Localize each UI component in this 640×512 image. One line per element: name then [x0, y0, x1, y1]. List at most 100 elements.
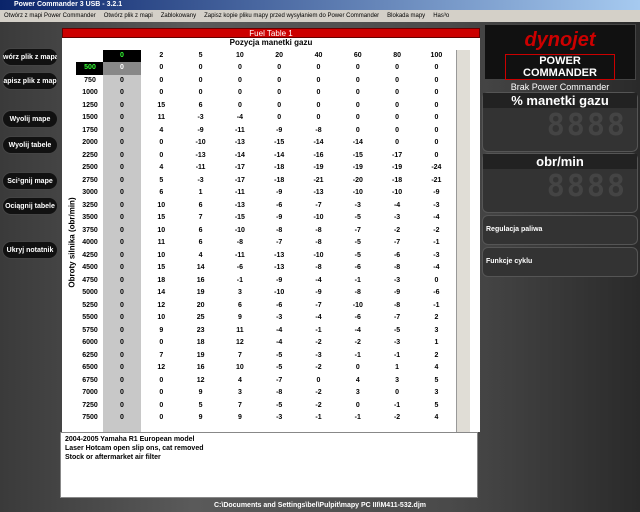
- table-cell[interactable]: 0: [434, 139, 439, 146]
- table-cell[interactable]: 0: [355, 401, 360, 409]
- table-cell[interactable]: -10: [352, 189, 363, 196]
- table-cell[interactable]: 0: [120, 364, 124, 371]
- table-cell[interactable]: -2: [393, 414, 401, 421]
- table-cell[interactable]: 0: [120, 401, 124, 409]
- table-cell[interactable]: -1: [354, 276, 361, 284]
- table-cell[interactable]: -14: [274, 151, 285, 159]
- table-cell[interactable]: 6: [198, 239, 203, 246]
- table-cell[interactable]: -11: [235, 251, 245, 259]
- table-cell[interactable]: -15: [352, 151, 363, 159]
- table-cell[interactable]: -4: [276, 326, 283, 334]
- table-cell[interactable]: 0: [120, 351, 124, 359]
- table-cell[interactable]: -6: [276, 301, 283, 309]
- table-cell[interactable]: -5: [354, 214, 361, 221]
- table-cell[interactable]: -7: [315, 201, 322, 209]
- table-cell[interactable]: -1: [315, 414, 322, 421]
- table-cell[interactable]: 0: [159, 414, 164, 421]
- table-cell[interactable]: -7: [276, 376, 283, 384]
- table-cell[interactable]: -7: [393, 239, 401, 246]
- table-cell[interactable]: -19: [352, 164, 363, 171]
- table-cell[interactable]: -5: [276, 364, 283, 371]
- table-cell[interactable]: 0: [103, 62, 141, 75]
- table-cell[interactable]: 4: [159, 126, 164, 134]
- table-cell[interactable]: 4: [355, 376, 360, 384]
- table-cell[interactable]: 0: [159, 376, 164, 384]
- table-cell[interactable]: 10: [157, 314, 166, 321]
- table-cell[interactable]: -5: [276, 351, 283, 359]
- table-cell[interactable]: -15: [274, 139, 285, 146]
- table-cell[interactable]: 0: [159, 151, 164, 159]
- table-cell[interactable]: -11: [235, 189, 245, 196]
- button[interactable]: apisz plik z map: [2, 72, 58, 90]
- button[interactable]: Wyolij mape: [2, 110, 58, 128]
- table-cell[interactable]: -5: [393, 326, 401, 334]
- table-cell[interactable]: 0: [120, 264, 124, 271]
- table-cell[interactable]: -1: [433, 301, 440, 309]
- table-cell[interactable]: -21: [431, 176, 442, 184]
- table-cell[interactable]: -14: [313, 139, 324, 146]
- table-cell[interactable]: 3: [237, 289, 242, 296]
- table-cell[interactable]: -9: [276, 214, 283, 221]
- table-cell[interactable]: 1: [395, 364, 400, 371]
- table-cell[interactable]: -2: [315, 401, 322, 409]
- table-cell[interactable]: 10: [157, 226, 166, 234]
- table-cell[interactable]: 10: [157, 251, 166, 259]
- table-cell[interactable]: 6: [198, 226, 203, 234]
- menu-item[interactable]: Has³o: [433, 13, 450, 19]
- table-cell[interactable]: -5: [354, 239, 361, 246]
- table-cell[interactable]: -9: [393, 289, 401, 296]
- table-cell[interactable]: 0: [355, 126, 360, 134]
- table-cell[interactable]: 7: [237, 351, 242, 359]
- table-cell[interactable]: -18: [274, 164, 285, 171]
- table-cell[interactable]: 0: [355, 364, 360, 371]
- table-cell[interactable]: 0: [120, 376, 124, 384]
- table-cell[interactable]: -6: [354, 264, 361, 271]
- table-cell[interactable]: -3: [354, 201, 361, 209]
- table-cell[interactable]: -7: [393, 314, 401, 321]
- table-cell[interactable]: 11: [236, 326, 244, 334]
- button[interactable]: Ukryj notatnik: [2, 241, 58, 259]
- table-cell[interactable]: 0: [198, 76, 203, 84]
- table-cell[interactable]: 11: [157, 239, 165, 246]
- table-cell[interactable]: -8: [276, 226, 283, 234]
- table-cell[interactable]: -10: [234, 226, 245, 234]
- table-cell[interactable]: -17: [234, 176, 245, 184]
- table-cell[interactable]: -1: [354, 414, 361, 421]
- table-cell[interactable]: 0: [316, 64, 321, 71]
- table-cell[interactable]: 2: [434, 314, 439, 321]
- table-cell[interactable]: -11: [195, 164, 206, 171]
- table-cell[interactable]: -10: [352, 301, 363, 309]
- table-cell[interactable]: 7: [198, 214, 203, 221]
- table-cell[interactable]: 12: [157, 364, 166, 371]
- table-cell[interactable]: 0: [434, 101, 439, 109]
- table-cell[interactable]: 0: [120, 101, 124, 109]
- table-cell[interactable]: -7: [276, 239, 283, 246]
- table-cell[interactable]: 0: [159, 89, 164, 96]
- table-cell[interactable]: 4: [237, 376, 242, 384]
- table-cell[interactable]: 0: [395, 76, 400, 84]
- table-cell[interactable]: 0: [120, 114, 124, 121]
- table-cell[interactable]: -21: [313, 176, 324, 184]
- table-cell[interactable]: -7: [354, 226, 361, 234]
- table-cell[interactable]: 0: [120, 301, 124, 309]
- table-cell[interactable]: -4: [354, 326, 361, 334]
- table-cell[interactable]: -14: [234, 151, 245, 159]
- table-cell[interactable]: 0: [434, 126, 439, 134]
- table-cell[interactable]: -10: [313, 214, 324, 221]
- table-cell[interactable]: -4: [393, 201, 401, 209]
- table-cell[interactable]: 10: [157, 201, 166, 209]
- table-cell[interactable]: -10: [313, 251, 324, 259]
- table-cell[interactable]: 0: [120, 176, 124, 184]
- table-cell[interactable]: 0: [316, 101, 321, 109]
- table-cell[interactable]: 2: [434, 351, 439, 359]
- table-cell[interactable]: -4: [433, 214, 440, 221]
- table-cell[interactable]: 0: [316, 89, 321, 96]
- table-cell[interactable]: 0: [395, 114, 400, 121]
- table-cell[interactable]: 0: [159, 339, 164, 346]
- table-cell[interactable]: 0: [395, 64, 400, 71]
- table-cell[interactable]: 5: [434, 376, 439, 384]
- table-cell[interactable]: -20: [352, 176, 363, 184]
- table-cell[interactable]: -6: [354, 314, 361, 321]
- menu-item[interactable]: Otwórz z mapi Power Commander: [4, 13, 96, 19]
- table-cell[interactable]: -3: [197, 176, 204, 184]
